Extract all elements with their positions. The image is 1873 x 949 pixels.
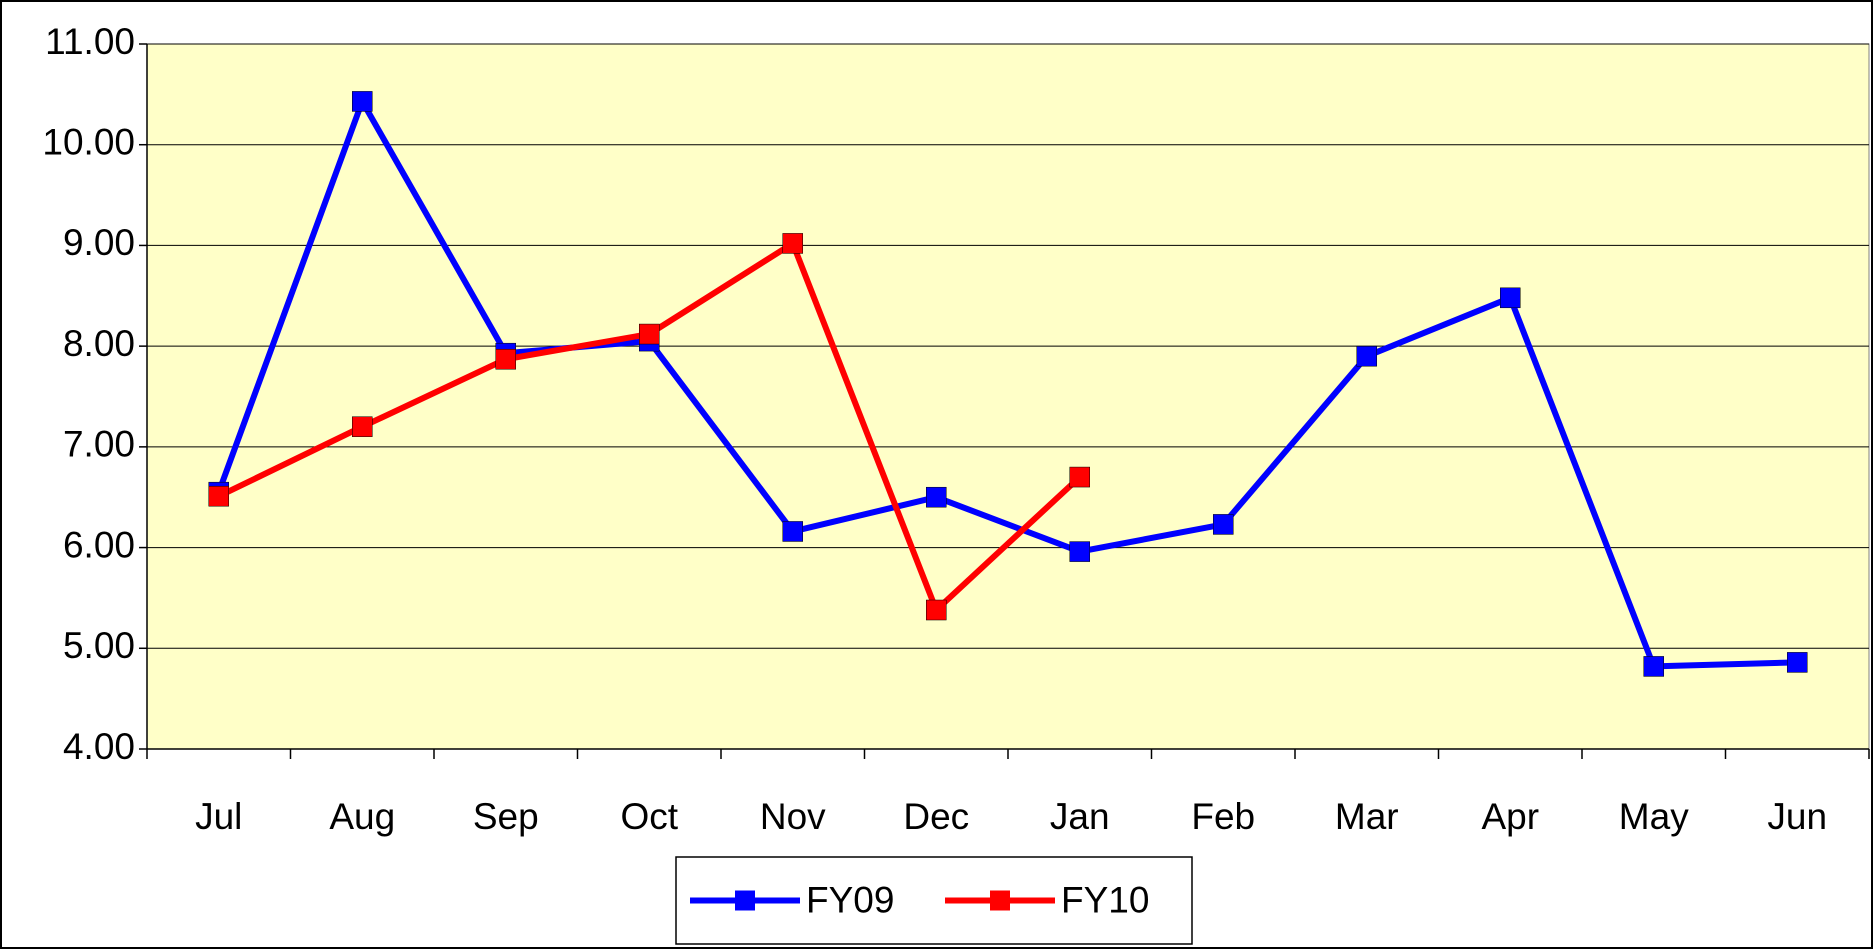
data-point	[495, 348, 516, 370]
data-point	[926, 486, 947, 508]
data-point	[1356, 345, 1377, 367]
x-tick-label: Feb	[1191, 796, 1255, 837]
y-tick-label: 8.00	[63, 323, 135, 364]
legend-label: FY09	[806, 879, 894, 920]
y-tick-label: 9.00	[63, 222, 135, 263]
data-point	[352, 91, 373, 112]
x-tick-label: Nov	[760, 796, 826, 837]
data-point	[1500, 287, 1521, 309]
series-line	[215, 98, 1798, 670]
y-tick-label: 11.00	[45, 21, 135, 62]
x-tick-label: Sep	[473, 796, 539, 837]
x-tick-label: Dec	[903, 796, 969, 837]
x-tick-label: Mar	[1335, 796, 1399, 837]
x-tick-label: Jun	[1767, 796, 1827, 837]
x-tick-label: Apr	[1481, 796, 1539, 837]
data-point	[1069, 466, 1090, 488]
data-point	[1787, 652, 1808, 673]
x-tick-label: Jul	[195, 796, 242, 837]
data-point	[639, 323, 660, 345]
legend-marker	[990, 890, 1010, 911]
y-tick-label: 10.00	[42, 121, 135, 162]
data-point	[1213, 514, 1234, 535]
plot-area	[146, 43, 1870, 750]
x-tick-label: Oct	[620, 796, 678, 837]
x-tick-label: Jan	[1050, 796, 1110, 837]
data-point	[782, 233, 803, 254]
data-point	[926, 599, 947, 621]
y-tick-label: 4.00	[63, 726, 135, 767]
y-tick-label: 6.00	[63, 524, 135, 565]
x-tick-label: May	[1619, 796, 1689, 837]
y-tick-label: 7.00	[63, 424, 135, 465]
x-tick-label: Aug	[329, 796, 395, 837]
data-point	[1643, 656, 1664, 677]
data-point	[1069, 541, 1090, 562]
legend-label: FY10	[1061, 879, 1149, 920]
data-point	[208, 485, 229, 507]
y-tick-label: 5.00	[63, 625, 135, 666]
data-point	[352, 416, 373, 437]
legend-marker	[735, 890, 755, 911]
data-point	[782, 521, 803, 542]
